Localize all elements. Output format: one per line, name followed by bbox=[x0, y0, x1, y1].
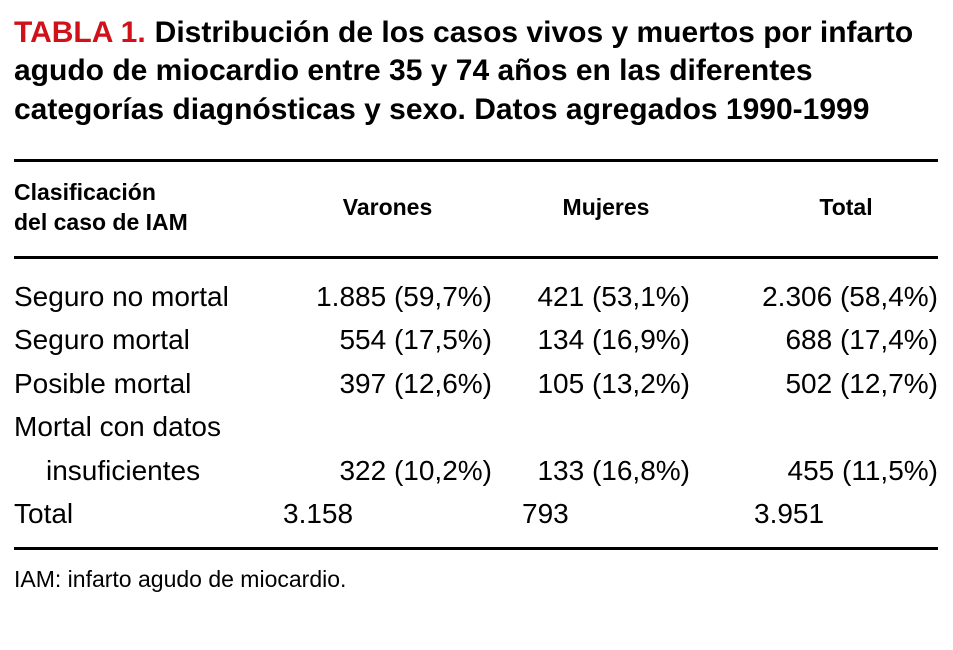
row-label: Seguro no mortal bbox=[14, 280, 229, 312]
row-label: Total bbox=[14, 497, 74, 529]
row-label: Seguro mortal bbox=[14, 324, 190, 356]
column-header-clasificacion: Clasificación del caso de IAM bbox=[14, 160, 283, 259]
table-row: Seguro mortal 554 (17,5%) 134 (16,9%) 68… bbox=[14, 318, 938, 361]
cell-varones: 322 (10,2%) bbox=[339, 454, 492, 486]
cell-total: 2.306 (58,4%) bbox=[762, 280, 938, 312]
row-label-line1: Mortal con datos bbox=[14, 411, 221, 443]
row-label: Mortal con datos insuficientes bbox=[14, 405, 283, 492]
column-header-total: Total bbox=[690, 160, 938, 259]
cell-total: 688 (17,4%) bbox=[785, 324, 938, 356]
table-row: Mortal con datos insuficientes 322 (10,2… bbox=[14, 405, 938, 492]
cell-total: 3.951 bbox=[754, 497, 825, 529]
cell-mujeres: 105 (13,2%) bbox=[537, 367, 690, 399]
table-body: Seguro no mortal 1.885 (59,7%) 421 (53,1… bbox=[14, 257, 938, 548]
column-header-clasificacion-line1: Clasificación bbox=[14, 179, 156, 206]
data-table: Clasificación del caso de IAM Varones Mu… bbox=[14, 159, 938, 551]
table-row-total: Total 3.158 793 3.951 bbox=[14, 492, 938, 549]
cell-total: 502 (12,7%) bbox=[785, 367, 938, 399]
cell-mujeres: 134 (16,9%) bbox=[537, 324, 690, 356]
cell-varones: 554 (17,5%) bbox=[339, 324, 492, 356]
cell-mujeres: 133 (16,8%) bbox=[537, 454, 690, 486]
table-title: TABLA 1. Distribución de los casos vivos … bbox=[14, 14, 938, 129]
table-title-text: Distribución de los casos vivos y muerto… bbox=[14, 16, 914, 126]
row-label: Posible mortal bbox=[14, 367, 192, 399]
cell-mujeres: 421 (53,1%) bbox=[537, 280, 690, 312]
cell-varones: 397 (12,6%) bbox=[339, 367, 492, 399]
table-row: Seguro no mortal 1.885 (59,7%) 421 (53,1… bbox=[14, 257, 938, 318]
cell-varones: 3.158 bbox=[283, 497, 354, 529]
table-footnote: IAM: infarto agudo de miocardio. bbox=[14, 566, 347, 593]
column-header-clasificacion-line2: del caso de IAM bbox=[14, 209, 188, 236]
cell-mujeres: 793 bbox=[522, 497, 569, 529]
cell-total: 455 (11,5%) bbox=[787, 454, 938, 486]
column-header-varones: Varones bbox=[283, 160, 492, 259]
row-label-line2: insuficientes bbox=[46, 454, 201, 486]
table-header: Clasificación del caso de IAM Varones Mu… bbox=[14, 160, 938, 259]
column-header-mujeres: Mujeres bbox=[492, 160, 690, 259]
table-row: Posible mortal 397 (12,6%) 105 (13,2%) 5… bbox=[14, 362, 938, 405]
cell-varones: 1.885 (59,7%) bbox=[316, 280, 492, 312]
table-number-label: TABLA 1. bbox=[14, 16, 146, 49]
